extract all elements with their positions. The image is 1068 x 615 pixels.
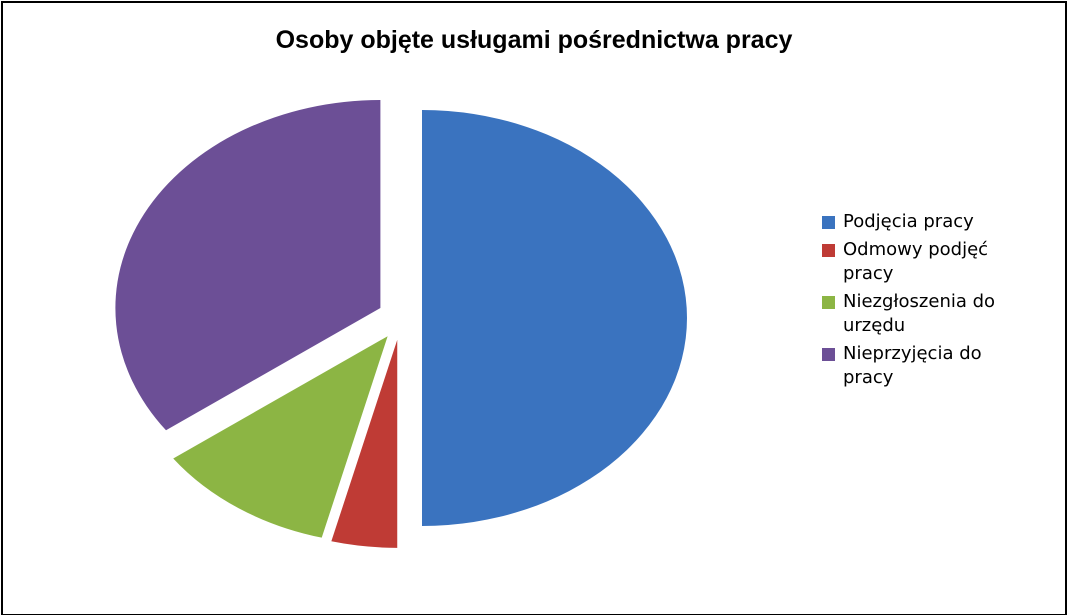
- legend: Podjęcia pracy Odmowy podjęć pracy Niezgło…: [822, 210, 1022, 394]
- chart-title: Osoby objęte usługami pośrednictwa pracy: [275, 26, 793, 54]
- pie-slice: [331, 339, 398, 548]
- legend-swatch: [822, 216, 835, 229]
- pie-slice: [173, 336, 388, 538]
- legend-item: Nieprzyjęcia do pracy: [822, 342, 1022, 390]
- legend-swatch: [822, 348, 835, 361]
- legend-label: Niezgłoszenia do urzędu: [843, 291, 996, 336]
- pie-slice: [422, 110, 687, 526]
- legend-swatch: [822, 296, 835, 309]
- legend-item: Podjęcia pracy: [822, 210, 1022, 234]
- legend-label: Nieprzyjęcia do pracy: [843, 343, 982, 388]
- legend-label: Odmowy podjęć pracy: [843, 239, 989, 284]
- legend-item: Niezgłoszenia do urzędu: [822, 290, 1022, 338]
- legend-swatch: [822, 244, 835, 257]
- legend-item: Odmowy podjęć pracy: [822, 238, 1022, 286]
- legend-label: Podjęcia pracy: [843, 211, 974, 232]
- pie-slice: [115, 100, 381, 431]
